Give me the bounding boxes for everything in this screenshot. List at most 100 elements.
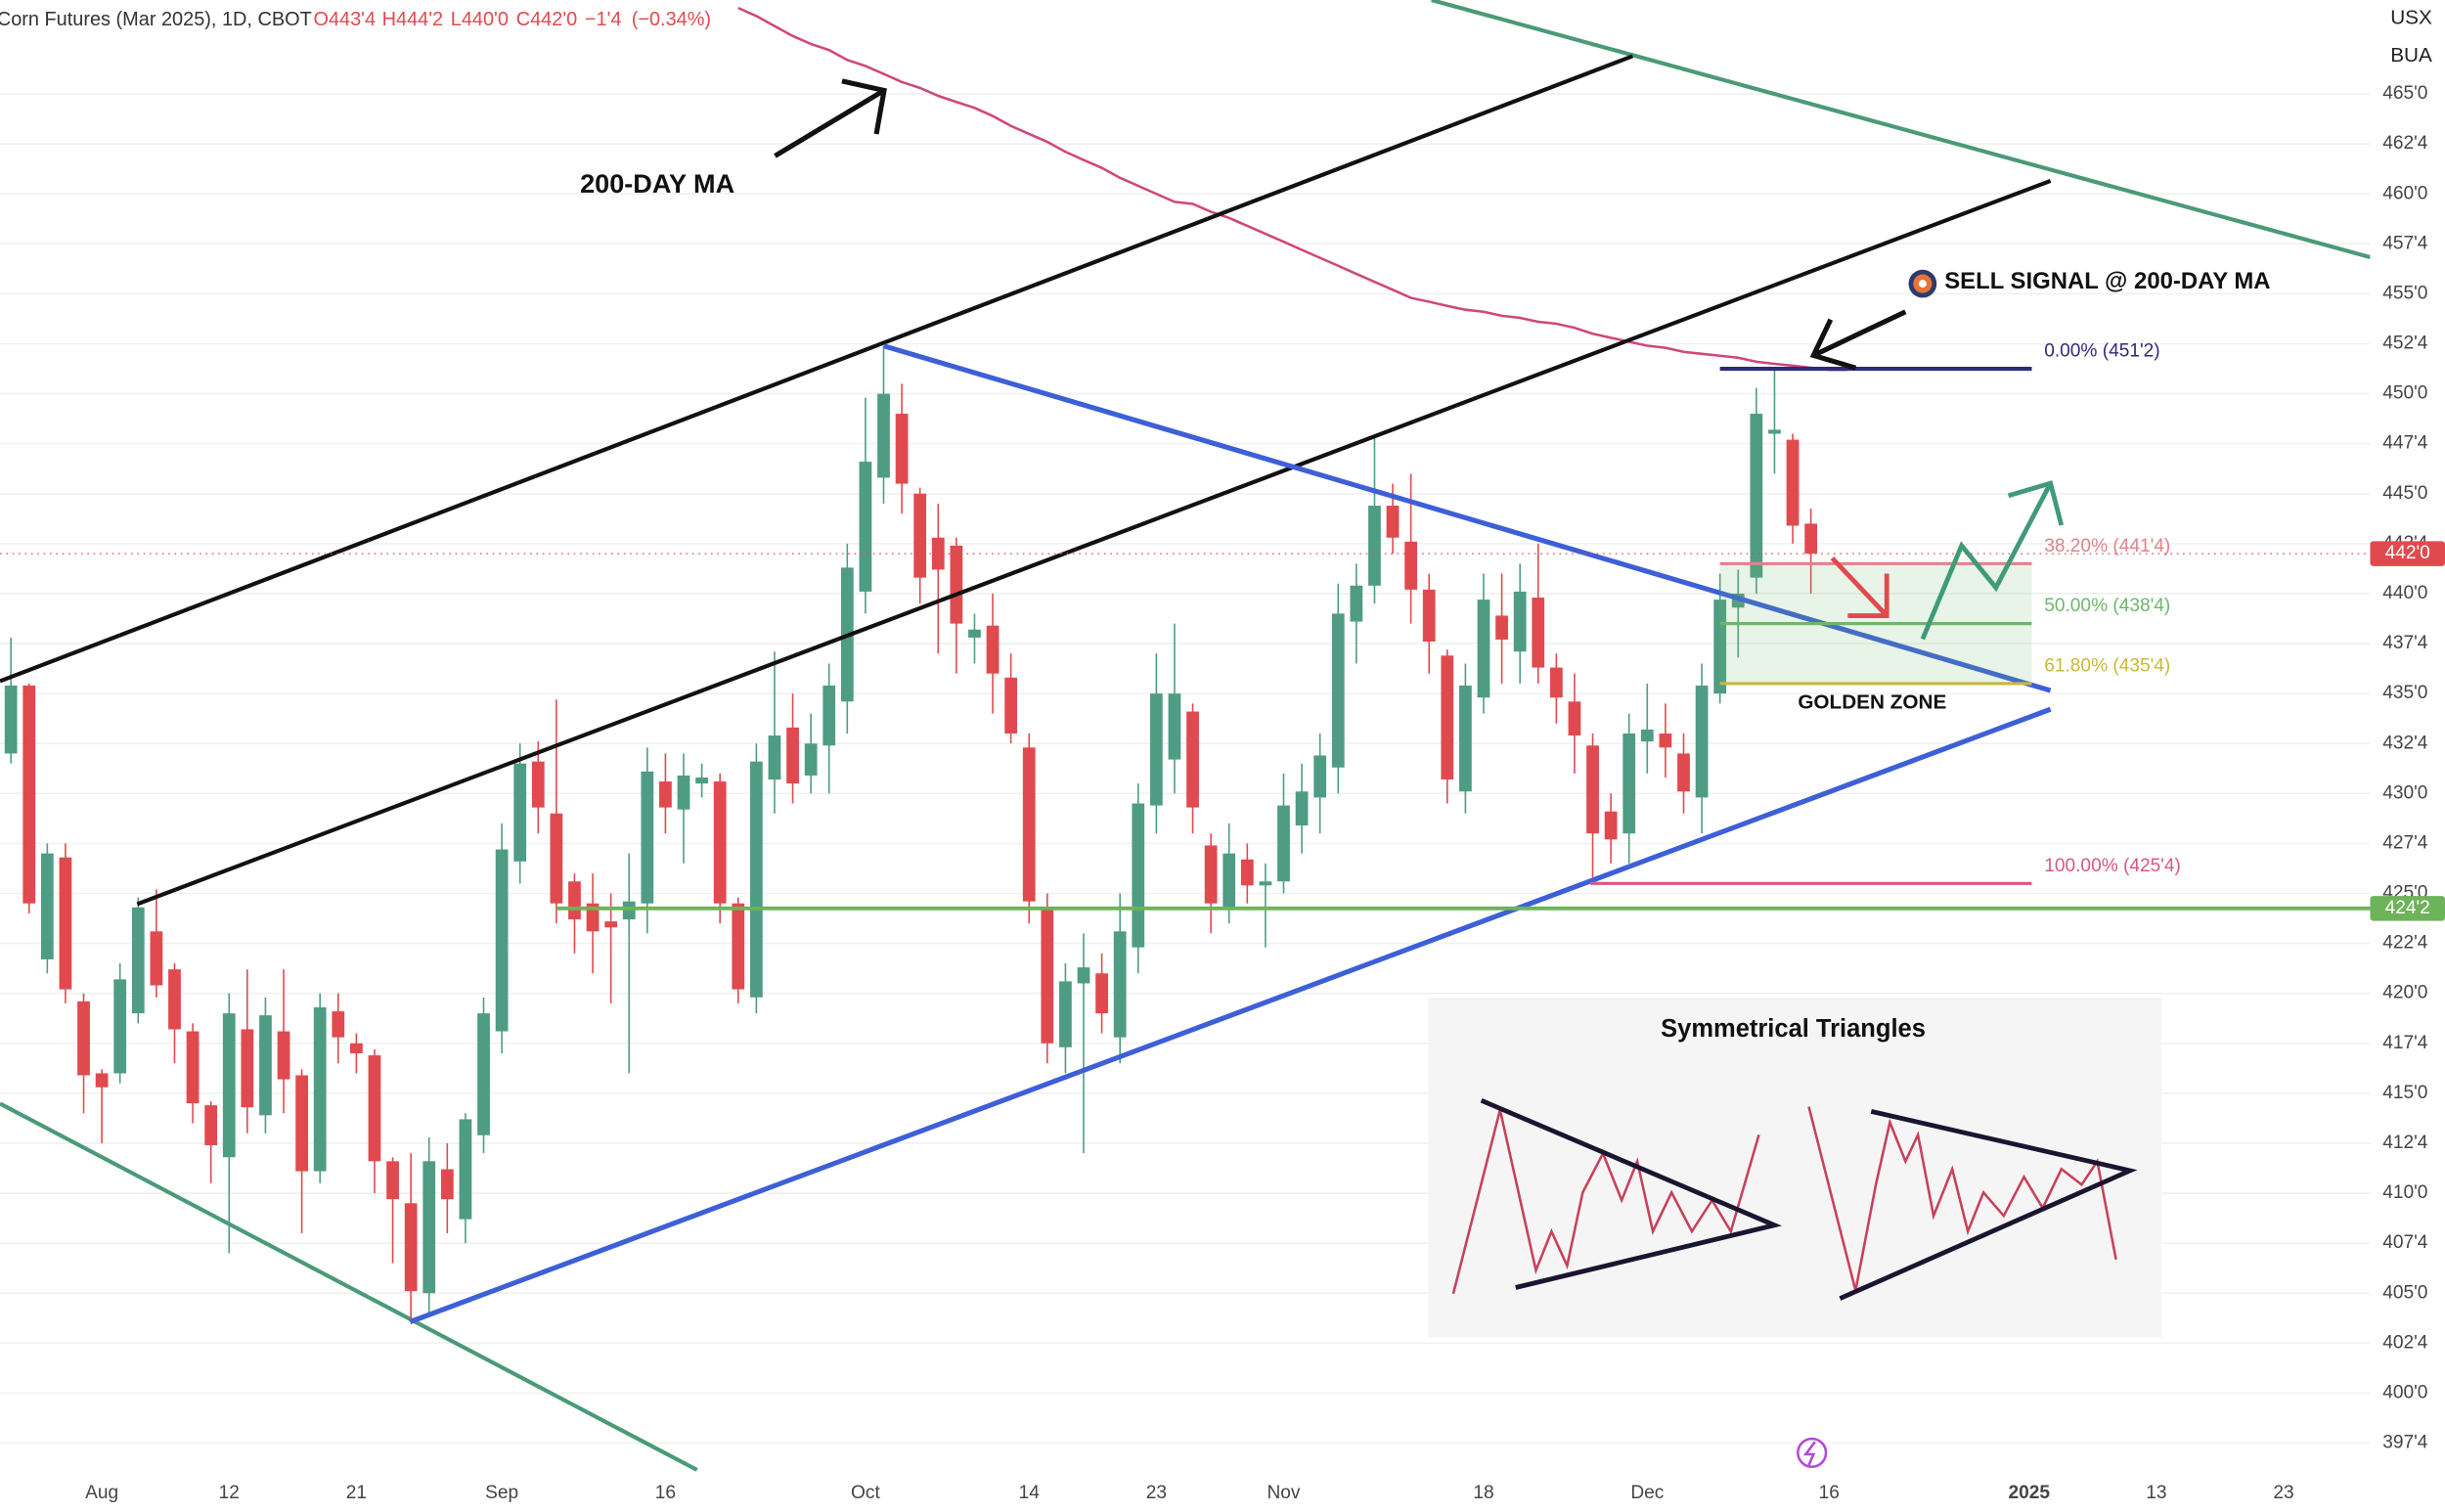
candle-body bbox=[1386, 506, 1400, 538]
candle-body bbox=[77, 1001, 90, 1076]
candle-body bbox=[40, 853, 54, 959]
candle-body bbox=[986, 625, 1000, 674]
candle-body bbox=[168, 969, 181, 1030]
candle-body bbox=[150, 931, 163, 986]
candle-body bbox=[113, 979, 127, 1074]
candle-body bbox=[713, 781, 727, 904]
y-tick-label: 400'0 bbox=[2382, 1382, 2427, 1402]
candle-body bbox=[368, 1055, 381, 1162]
y-tick-label: 417'4 bbox=[2382, 1033, 2428, 1053]
header-value: −1'4 bbox=[585, 9, 622, 30]
candle-body bbox=[440, 1169, 454, 1200]
candle-body bbox=[732, 903, 745, 990]
candle-body bbox=[1404, 541, 1418, 590]
candle-body bbox=[1222, 853, 1236, 908]
candle-body bbox=[1277, 805, 1290, 882]
candles bbox=[4, 6, 1847, 1321]
fib-label: 61.80% (435'4) bbox=[2044, 655, 2170, 676]
candle-body bbox=[677, 775, 690, 810]
channel-line bbox=[0, 54, 1634, 684]
fib-label: 100.00% (425'4) bbox=[2044, 856, 2181, 876]
candle-body bbox=[1695, 685, 1709, 798]
lightning-icon bbox=[1797, 1437, 1828, 1469]
candle-body bbox=[1368, 506, 1381, 586]
y-tick-label: 465'0 bbox=[2382, 83, 2427, 104]
x-tick-label: 23 bbox=[1146, 1483, 1167, 1503]
arrow bbox=[1809, 309, 1907, 371]
x-tick-label: Sep bbox=[485, 1483, 518, 1503]
y-tick-label: 457'4 bbox=[2382, 233, 2428, 253]
y-tick-label: 447'4 bbox=[2382, 433, 2428, 454]
candle-body bbox=[1204, 845, 1218, 904]
x-tick-label: 18 bbox=[1473, 1483, 1493, 1503]
grid bbox=[0, 93, 2371, 1445]
candle-body bbox=[568, 881, 581, 920]
lightning-icon-bolt bbox=[1802, 1441, 1816, 1466]
candle-body bbox=[1568, 701, 1581, 736]
candle-body bbox=[550, 813, 563, 904]
candle-body bbox=[604, 921, 618, 928]
candle-body bbox=[1441, 655, 1454, 780]
sell-annotation: SELL SIGNAL @ 200-DAY MA bbox=[1944, 268, 2270, 294]
candle-body bbox=[1532, 598, 1545, 668]
zone-annotation: GOLDEN ZONE bbox=[1798, 690, 1946, 713]
price-axis-panel bbox=[2370, 0, 2445, 1512]
header: Corn Futures (Mar 2025), 1D, CBOT O443'4… bbox=[0, 9, 711, 30]
price-tag bbox=[2370, 896, 2445, 921]
candle-body bbox=[259, 1015, 272, 1116]
candle-body bbox=[59, 857, 72, 990]
candle-body bbox=[1004, 677, 1018, 734]
arrow bbox=[774, 78, 887, 158]
candle-body bbox=[1059, 981, 1072, 1047]
candle-body bbox=[459, 1119, 472, 1220]
ma-annotation: 200-DAY MA bbox=[580, 168, 734, 199]
candle-body bbox=[204, 1105, 218, 1145]
price-tag bbox=[2370, 541, 2445, 566]
header-value: (−0.34%) bbox=[632, 9, 711, 30]
candle-body bbox=[186, 1031, 200, 1104]
y-tick-label: 402'4 bbox=[2382, 1332, 2428, 1353]
trend-line bbox=[1431, 0, 2371, 259]
candle-body bbox=[1804, 523, 1818, 555]
moving-average bbox=[737, 6, 1847, 372]
x-tick-label: 16 bbox=[1819, 1483, 1840, 1503]
channel-line bbox=[136, 178, 2052, 907]
x-tick-label: Nov bbox=[1267, 1483, 1301, 1503]
inset-triangle bbox=[1839, 1109, 2138, 1301]
x-tick-label: 16 bbox=[655, 1483, 676, 1503]
fib-label: 0.00% (451'2) bbox=[2044, 341, 2159, 362]
y-tick-label: 415'0 bbox=[2382, 1083, 2427, 1103]
candle-body bbox=[22, 685, 36, 904]
candle-body bbox=[1022, 747, 1036, 902]
x-tick-label: 21 bbox=[346, 1483, 367, 1503]
y-tick-label: 405'0 bbox=[2382, 1282, 2427, 1303]
candle-body bbox=[1095, 973, 1108, 1014]
candle-body bbox=[1240, 859, 1254, 886]
candle-body bbox=[931, 537, 945, 570]
y-tick-label: 412'4 bbox=[2382, 1133, 2428, 1153]
candle-body bbox=[1149, 693, 1163, 806]
y-tick-label: 452'4 bbox=[2382, 334, 2428, 354]
candle-body bbox=[968, 629, 981, 638]
fib-label: 50.00% (438'4) bbox=[2044, 596, 2170, 616]
candle-body bbox=[295, 1075, 308, 1172]
y-tick-label: 427'4 bbox=[2382, 832, 2428, 853]
inset-title: Symmetrical Triangles bbox=[1661, 1015, 1926, 1043]
candle-body bbox=[1295, 791, 1309, 826]
candle-body bbox=[695, 777, 708, 784]
y-tick-label: 430'0 bbox=[2382, 782, 2427, 803]
candle-body bbox=[404, 1203, 418, 1292]
candle-body bbox=[1495, 615, 1508, 640]
inset-price bbox=[1807, 1106, 2117, 1291]
candle-body bbox=[1041, 909, 1054, 1044]
candle-body bbox=[950, 545, 963, 624]
trend-lines bbox=[0, 0, 2371, 1472]
candle-body bbox=[1259, 881, 1272, 886]
y-tick-label: 420'0 bbox=[2382, 983, 2427, 1003]
y-tick-label: 432'4 bbox=[2382, 733, 2428, 753]
candle-body bbox=[4, 685, 18, 754]
candle-body bbox=[222, 1013, 236, 1158]
candle-body bbox=[1786, 439, 1800, 526]
candle-body bbox=[95, 1073, 109, 1088]
candle-body bbox=[277, 1031, 290, 1080]
